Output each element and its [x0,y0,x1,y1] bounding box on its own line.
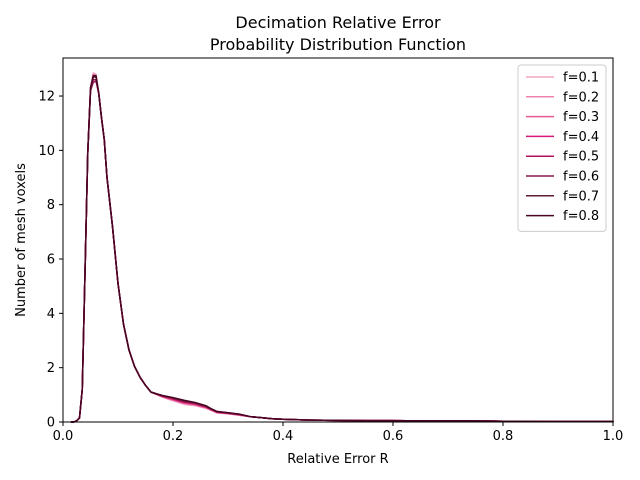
y-axis: 0 2 4 6 8 10 12 [38,90,63,431]
x-tick-label: 0.2 [163,429,184,444]
series-layer [70,72,614,423]
y-tick-label: 12 [38,90,55,105]
y-tick-label: 8 [47,198,55,213]
y-tick-label: 4 [47,307,55,322]
x-tick-label: 0.0 [53,429,74,444]
legend-label: f=0.5 [563,150,599,165]
y-tick-label: 10 [38,144,55,159]
y-axis-label: Number of mesh voxels [14,163,29,317]
legend-label: f=0.7 [563,189,599,204]
x-tick-label: 1.0 [603,429,624,444]
legend-label: f=0.2 [563,90,599,105]
y-tick-label: 2 [47,361,55,376]
plot-frame [62,57,614,423]
x-axis: 0.0 0.2 0.4 0.6 0.8 1.0 [53,422,624,444]
legend-label: f=0.3 [563,110,599,125]
y-tick-label: 0 [47,416,55,431]
x-axis-label: Relative Error R [287,452,388,467]
x-tick-label: 0.6 [383,429,404,444]
legend-label: f=0.4 [563,130,599,145]
x-tick-label: 0.8 [493,429,514,444]
y-tick-label: 6 [47,253,55,268]
series-line-f-0-8 [70,74,614,423]
legend-label: f=0.8 [563,209,599,224]
x-tick-label: 0.4 [273,429,294,444]
legend-label: f=0.1 [563,71,599,86]
legend: f=0.1 f=0.2 f=0.3 f=0.4 f=0.5 f=0.6 f=0.7 f=0.8 [517,64,607,232]
legend-label: f=0.6 [563,170,599,185]
chart-subtitle: Probability Distribution Function [210,35,466,54]
legend-box [517,64,607,232]
chart-title: Decimation Relative Error [235,13,441,32]
